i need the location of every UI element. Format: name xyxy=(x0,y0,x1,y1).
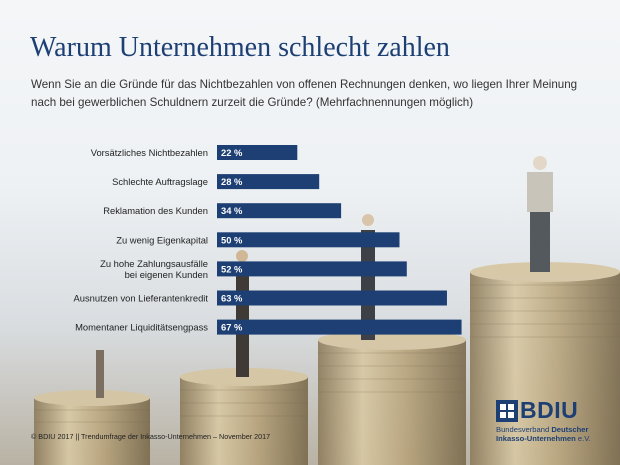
bar xyxy=(217,203,342,219)
value-label: 63 % xyxy=(221,293,243,304)
category-label: Zu wenig Eigenkapital xyxy=(116,234,208,245)
value-label: 22 % xyxy=(221,147,243,158)
category-label: Ausnutzen von Lieferantenkredit xyxy=(74,293,209,304)
bar-group: Zu wenig Eigenkapital 50 % xyxy=(116,232,400,248)
bar-group: Reklamation des Kunden 34 % xyxy=(103,203,342,219)
bar-group: Ausnutzen von Lieferantenkredit 63 % xyxy=(74,290,447,306)
logo-line-2: Inkasso-Unternehmen e.V. xyxy=(496,434,591,443)
source-note: © BDIU 2017 || Trendumfrage der Inkasso-… xyxy=(31,432,271,441)
value-label: 50 % xyxy=(221,234,243,245)
coin-stack-4 xyxy=(470,262,620,465)
coin-stack-1 xyxy=(34,390,150,465)
value-label: 34 % xyxy=(221,205,243,216)
bar xyxy=(217,319,462,335)
category-label: Vorsätzliches Nichtbezahlen xyxy=(91,147,208,158)
figurine-1 xyxy=(96,350,104,398)
coin-edges xyxy=(34,284,620,423)
figurine-3 xyxy=(361,214,375,340)
value-label: 52 % xyxy=(221,263,243,274)
logo-line-1: Bundesverband Deutscher xyxy=(496,425,589,434)
bdiu-logo-mark xyxy=(496,400,518,422)
value-label: 28 % xyxy=(221,176,243,187)
coin-stack-2 xyxy=(180,368,308,465)
figurine-4 xyxy=(527,156,553,272)
bdiu-logo: BDIU Bundesverband Deutscher Inkasso-Unt… xyxy=(496,397,606,446)
category-label: Zu hohe Zahlungsausfälle xyxy=(100,258,208,269)
category-label: Momentaner Liquiditätsengpass xyxy=(75,322,208,333)
bar xyxy=(217,290,447,306)
category-label: bei eigenen Kunden xyxy=(125,269,208,280)
bar xyxy=(217,261,407,277)
value-label: 67 % xyxy=(221,322,243,333)
category-label: Schlechte Auftragslage xyxy=(112,176,208,187)
coin-stack-3 xyxy=(318,330,466,465)
logo-wordmark: BDIU xyxy=(520,397,579,423)
category-label: Reklamation des Kunden xyxy=(103,205,208,216)
bar xyxy=(217,145,298,160)
page-title: Warum Unternehmen schlecht zahlen xyxy=(30,32,450,63)
bar xyxy=(217,174,320,190)
bar-group: Vorsätzliches Nichtbezahlen 22 % xyxy=(91,145,298,160)
bar xyxy=(217,232,400,248)
page-subtitle: Wenn Sie an die Gründe für das Nichtbeza… xyxy=(31,78,578,109)
bar-group: Momentaner Liquiditätsengpass 67 % xyxy=(75,319,462,335)
bar-group: Schlechte Auftragslage 28 % xyxy=(112,174,320,190)
